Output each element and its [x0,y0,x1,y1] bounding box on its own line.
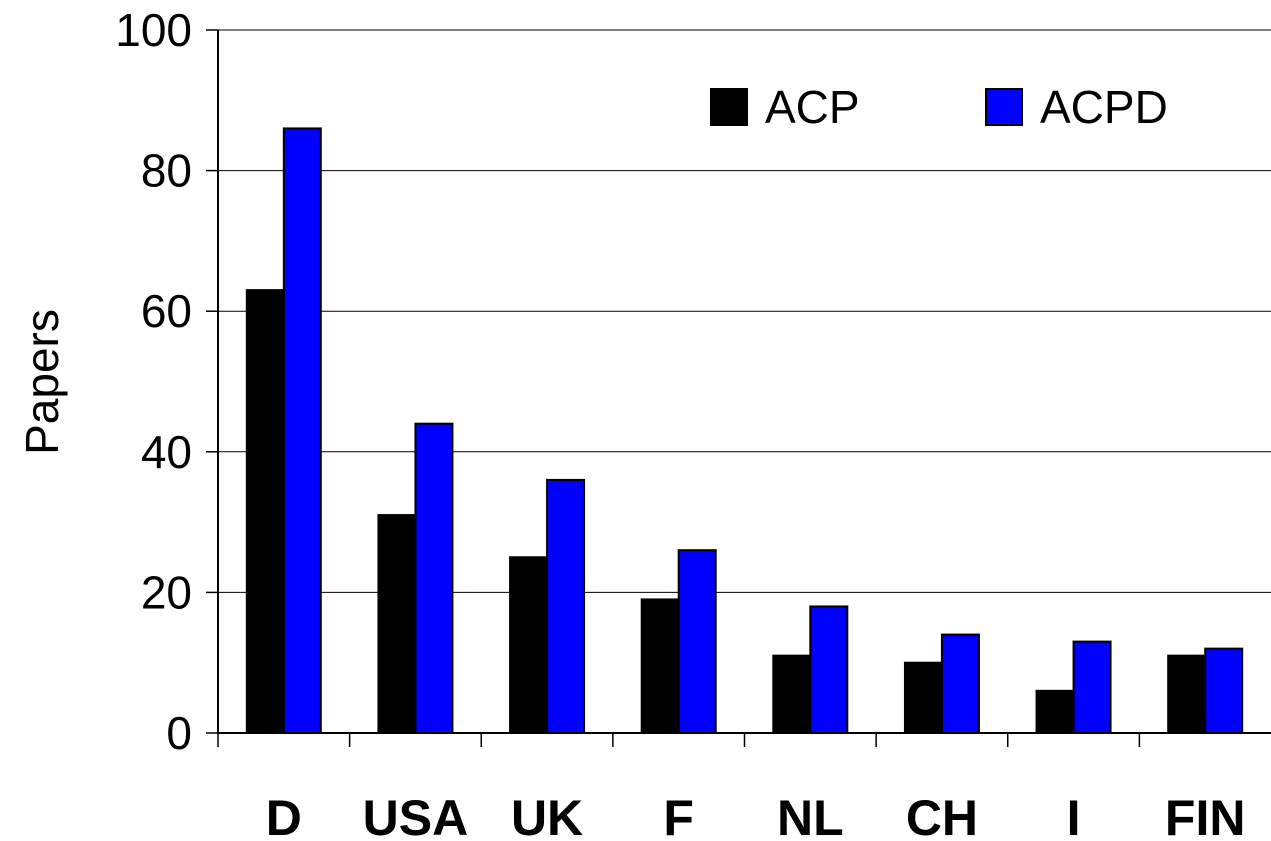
x-category-label: FIN [1165,790,1246,841]
x-category-label: USA [363,790,469,841]
bar-acpd-i [1072,640,1112,734]
legend-label-acp: ACP [765,81,860,133]
bar-acpd-fin [1204,647,1244,735]
bar-acp-i [1035,689,1075,735]
y-tick-label: 0 [166,707,192,759]
bar-acp-d [245,289,285,734]
x-category-label: CH [906,790,978,841]
y-tick-label: 100 [115,4,192,56]
bar-acpd-usa [414,422,454,734]
bar-acp-f [640,598,680,734]
y-tick-label: 80 [141,145,192,197]
y-tick-label: 40 [141,426,192,478]
x-category-label: UK [511,790,583,841]
axes: 0 20 40 60 80 100 D USA UK F NL CH I FIN [115,4,1271,841]
bar-acp-uk [509,556,549,734]
bar-acp-nl [772,654,812,734]
legend-swatch-acp [710,88,748,126]
legend: ACP ACPD [710,81,1168,133]
bars [245,127,1244,735]
x-category-label: I [1067,790,1081,841]
bar-acp-usa [377,514,417,734]
bar-acpd-f [677,549,717,734]
bar-acp-fin [1167,654,1207,734]
bar-acpd-ch [940,633,980,735]
bar-acpd-d [282,127,322,735]
x-category-label: NL [777,790,844,841]
gridlines [218,29,1271,593]
y-axis-title: Papers [16,309,68,455]
bar-acpd-uk [546,478,586,735]
bar-acpd-nl [809,605,849,735]
legend-swatch-acpd [985,88,1023,126]
y-tick-label: 20 [141,566,192,618]
y-tick-label: 60 [141,285,192,337]
bar-acp-ch [903,661,943,735]
legend-label-acpd: ACPD [1040,81,1168,133]
x-category-label: F [663,790,694,841]
x-category-label: D [266,790,302,841]
